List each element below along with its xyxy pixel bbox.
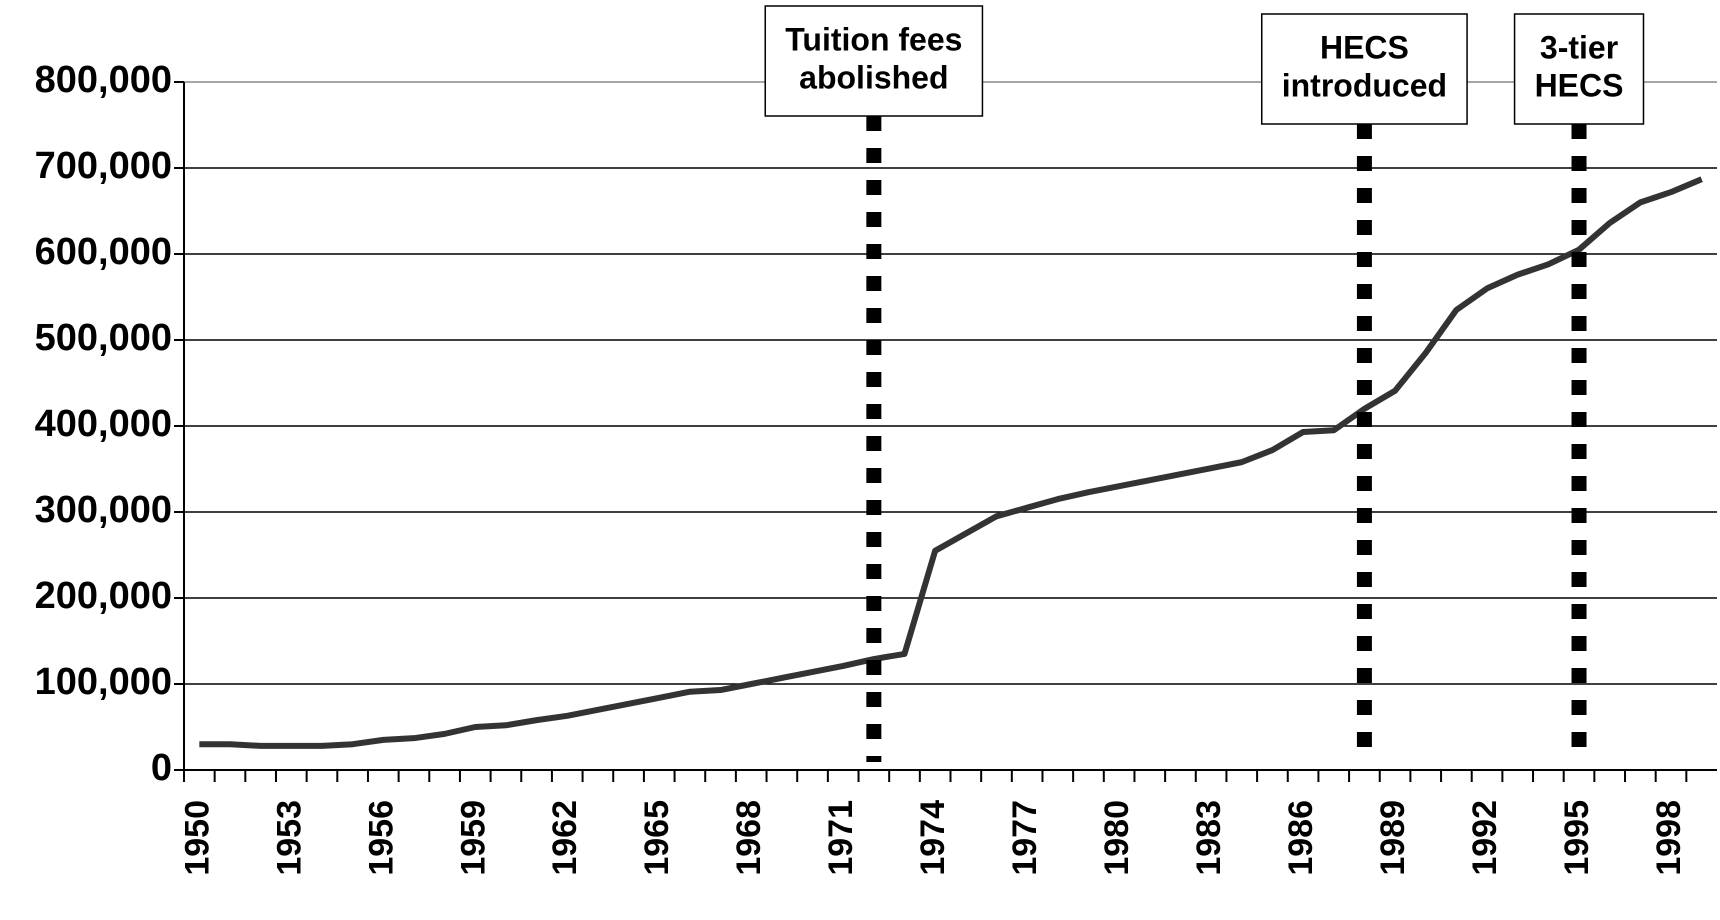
annotation-box [1260, 13, 1468, 125]
x-tick-label: 1986 [1282, 800, 1320, 876]
x-tick-label: 1989 [1374, 800, 1412, 876]
y-tick-label: 100,000 [35, 661, 172, 703]
data-line [199, 176, 1703, 749]
x-tick-label: 1965 [638, 800, 676, 876]
y-tick-label: 500,000 [35, 317, 172, 359]
y-tick-label: 600,000 [35, 231, 172, 273]
x-tick-label: 1974 [914, 800, 952, 876]
x-tick-label: 1971 [822, 800, 860, 876]
x-tick-label: 1968 [730, 800, 768, 876]
annotation-text: HECS [1535, 67, 1624, 103]
annotation-text: introduced [1282, 67, 1447, 103]
x-tick-label: 1977 [1006, 800, 1044, 876]
y-tick-label: 300,000 [35, 489, 172, 531]
x-tick-label: 1998 [1650, 800, 1688, 876]
y-tick-label: 700,000 [35, 145, 172, 187]
x-tick-label: 1995 [1558, 800, 1596, 876]
y-tick-label: 0 [151, 747, 172, 789]
annotation-text: abolished [799, 59, 948, 95]
x-tick-label: 1950 [178, 800, 216, 876]
annotation-text: HECS [1320, 29, 1409, 65]
x-tick-label: 1953 [270, 800, 308, 876]
x-tick-label: 1983 [1190, 800, 1228, 876]
x-tick-label: 1956 [362, 800, 400, 876]
annotation-text: 3-tier [1540, 29, 1618, 65]
x-tick-label: 1962 [546, 800, 584, 876]
y-tick-label: 800,000 [35, 59, 172, 101]
y-tick-label: 200,000 [35, 575, 172, 617]
annotation-box [764, 5, 984, 117]
annotation-box [1513, 13, 1645, 125]
annotation-text: Tuition fees [785, 21, 962, 57]
x-tick-label: 1992 [1466, 800, 1504, 876]
y-tick-label: 400,000 [35, 403, 172, 445]
x-tick-label: 1959 [454, 800, 492, 876]
x-tick-label: 1980 [1098, 800, 1136, 876]
